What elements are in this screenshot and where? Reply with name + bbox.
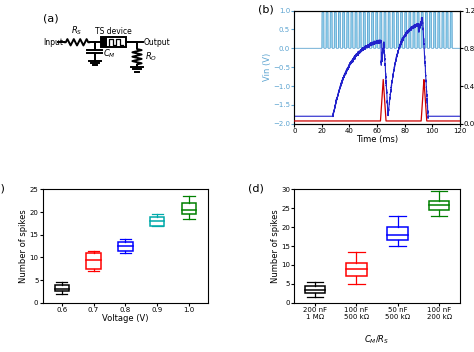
Bar (150, 217, 164, 226)
X-axis label: Time (ms): Time (ms) (356, 136, 398, 144)
Text: Output: Output (144, 38, 170, 47)
Text: Input: Input (44, 38, 64, 47)
Bar (118, 241, 133, 251)
Text: (a): (a) (43, 14, 58, 24)
Text: (b): (b) (258, 5, 273, 15)
Bar (429, 201, 449, 210)
X-axis label: $C_M$/$R_S$: $C_M$/$R_S$ (365, 334, 390, 346)
Text: $R_O$: $R_O$ (145, 51, 157, 63)
Bar (101, 37, 107, 47)
Bar (86, 253, 101, 269)
Text: $R_S$: $R_S$ (71, 24, 82, 37)
Bar (101, 37, 126, 47)
X-axis label: Voltage (V): Voltage (V) (102, 314, 149, 323)
Bar (305, 286, 325, 293)
Bar (346, 263, 367, 276)
Bar (182, 203, 196, 214)
Y-axis label: Number of spikes: Number of spikes (271, 209, 280, 283)
Bar (55, 285, 69, 291)
Text: TS device: TS device (95, 27, 132, 36)
Text: (d): (d) (248, 184, 264, 194)
Text: (c): (c) (0, 184, 5, 194)
Y-axis label: Vin (V): Vin (V) (263, 53, 272, 81)
Text: $C_M$: $C_M$ (103, 48, 116, 61)
Bar (387, 227, 408, 240)
Y-axis label: Number of spikes: Number of spikes (19, 209, 28, 283)
